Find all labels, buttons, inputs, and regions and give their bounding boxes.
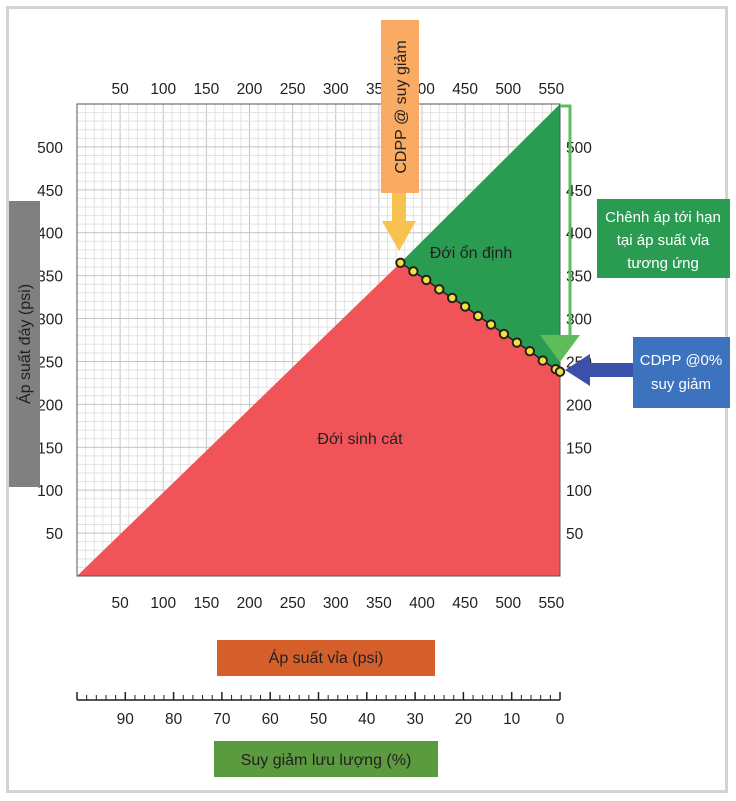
stable-zone-region <box>400 104 560 372</box>
percent-tick-label: 50 <box>310 711 328 728</box>
x-bottom-tick-label: 100 <box>150 595 176 612</box>
cdpp-point <box>421 274 432 286</box>
percent-label-box: Suy giảm lưu lượng (%) <box>214 741 438 777</box>
percent-tick-label: 20 <box>455 711 473 728</box>
cdpp-zero-callout: CDPP @0% suy giảm <box>565 337 730 408</box>
critical-label-line2: tại áp suất vỉa <box>617 232 710 249</box>
x-top-tick-label: 450 <box>452 81 478 98</box>
critical-drawdown-callout: Chênh áp tới hạn tại áp suất vỉa tương ứ… <box>540 104 730 362</box>
x-top-tick-label: 250 <box>280 81 306 98</box>
cdpp-point <box>524 345 536 357</box>
cdpp-point <box>472 310 484 322</box>
x-top-tick-label: 500 <box>495 81 521 98</box>
x-top-tick-label: 300 <box>323 81 349 98</box>
critical-label-line1: Chênh áp tới hạn <box>605 209 721 226</box>
y-left-tick-label: 200 <box>37 397 63 414</box>
x-bottom-tick-label: 450 <box>452 595 478 612</box>
x-bottom-tick-label: 300 <box>323 595 349 612</box>
y-left-tick-label: 100 <box>37 483 63 500</box>
percent-tick-label: 60 <box>262 711 280 728</box>
cdpp-zero-label-line1: CDPP @0% <box>640 352 722 369</box>
cdpp-point <box>434 284 445 295</box>
y-left-tick-label: 150 <box>37 440 63 457</box>
cdpp-depletion-label: CDPP @ suy giảm <box>393 40 410 173</box>
cdpp-point <box>485 319 497 330</box>
x-bottom-tick-label: 50 <box>112 595 130 612</box>
y-left-tick-label: 50 <box>46 526 64 543</box>
y-right-tick-label: 200 <box>566 397 592 414</box>
y-right-tick-label: 400 <box>566 226 592 243</box>
y-left-tick-label: 350 <box>37 269 63 286</box>
x-top-tick-label: 550 <box>538 81 564 98</box>
y-right-tick-label: 350 <box>566 269 592 286</box>
y-right-tick-label: 100 <box>566 483 592 500</box>
zone-sand-label: Đới sinh cát <box>317 431 403 448</box>
y-axis-label-box: Áp suất đáy (psi) <box>9 201 40 487</box>
cdpp-zero-box <box>633 337 730 408</box>
percent-tick-label: 10 <box>503 711 521 728</box>
y-left-tick-label: 300 <box>37 312 63 329</box>
critical-bracket <box>560 104 572 335</box>
cdpp-depletion-arrowhead <box>382 221 416 251</box>
x-bottom-tick-label: 250 <box>280 595 306 612</box>
y-left-tick-label: 250 <box>37 354 63 371</box>
critical-box <box>597 199 730 278</box>
x-bottom-tick-label: 350 <box>366 595 392 612</box>
cdpp-point <box>498 328 510 340</box>
y-axis-label: Áp suất đáy (psi) <box>15 284 34 404</box>
percent-tick-label: 40 <box>358 711 376 728</box>
critical-label-line3: tương ứng <box>627 255 699 272</box>
x-top-tick-label: 150 <box>193 81 219 98</box>
y-right-tick-label: 50 <box>566 526 584 543</box>
cdpp-zero-label-line2: suy giảm <box>651 376 711 393</box>
cdpp-zero-arrowhead <box>565 354 590 386</box>
cdpp-point <box>395 257 406 268</box>
zone-stable-label: Đới ổn định <box>430 244 513 262</box>
cdpp-point <box>446 292 458 304</box>
x-bottom-tick-label: 500 <box>495 595 521 612</box>
cdpp-depletion-box <box>381 20 419 193</box>
critical-arrowhead <box>540 335 580 362</box>
x-bottom-ticks: 50 100 150 200 250 300 350 400 450 500 550 <box>112 595 565 612</box>
y-left-ticks: 500 450 400 350 300 250 200 150 100 50 <box>37 140 63 543</box>
x-axis-label: Áp suất vỉa (psi) <box>269 648 384 667</box>
x-bottom-tick-label: 550 <box>538 595 564 612</box>
x-top-tick-label: 100 <box>150 81 176 98</box>
x-axis-label-box: Áp suất vỉa (psi) <box>217 640 435 676</box>
chart-regions <box>77 104 560 576</box>
cdpp-depletion-arrow-shaft <box>392 193 406 221</box>
sand-zone-region <box>77 262 560 576</box>
percent-tick-label: 0 <box>556 711 565 728</box>
y-right-tick-label: 150 <box>566 440 592 457</box>
x-top-tick-label: 50 <box>112 81 130 98</box>
y-right-tick-label: 500 <box>566 140 592 157</box>
cdpp-point <box>554 366 566 377</box>
cdpp-point <box>459 301 471 312</box>
cdpp-curve <box>395 257 566 377</box>
x-bottom-tick-label: 200 <box>237 595 263 612</box>
cdpp-point <box>408 266 419 277</box>
percent-tick-label: 70 <box>213 711 231 728</box>
y-right-tick-label: 300 <box>566 312 592 329</box>
percent-axis-label: Suy giảm lưu lượng (%) <box>241 752 412 769</box>
percent-tick-label: 80 <box>165 711 183 728</box>
cdpp-point <box>537 355 548 366</box>
x-bottom-tick-label: 150 <box>193 595 219 612</box>
y-left-tick-label: 400 <box>37 226 63 243</box>
x-top-tick-label: 200 <box>237 81 263 98</box>
x-top-ticks: 50 100 150 200 250 300 350 400 450 500 550 <box>112 81 565 98</box>
cdpp-point <box>511 337 523 348</box>
y-left-tick-label: 450 <box>37 183 63 200</box>
percent-tick-label: 30 <box>406 711 424 728</box>
cdpp-depletion-callout: CDPP @ suy giảm <box>381 20 419 251</box>
x-bottom-tick-label: 400 <box>409 595 435 612</box>
percent-scale: 90 80 70 60 50 40 30 20 10 0 <box>76 692 565 728</box>
percent-tick-label: 90 <box>117 711 135 728</box>
cdpp-zero-arrow-shaft <box>590 363 633 377</box>
y-right-tick-label: 450 <box>566 183 592 200</box>
y-left-tick-label: 500 <box>37 140 63 157</box>
